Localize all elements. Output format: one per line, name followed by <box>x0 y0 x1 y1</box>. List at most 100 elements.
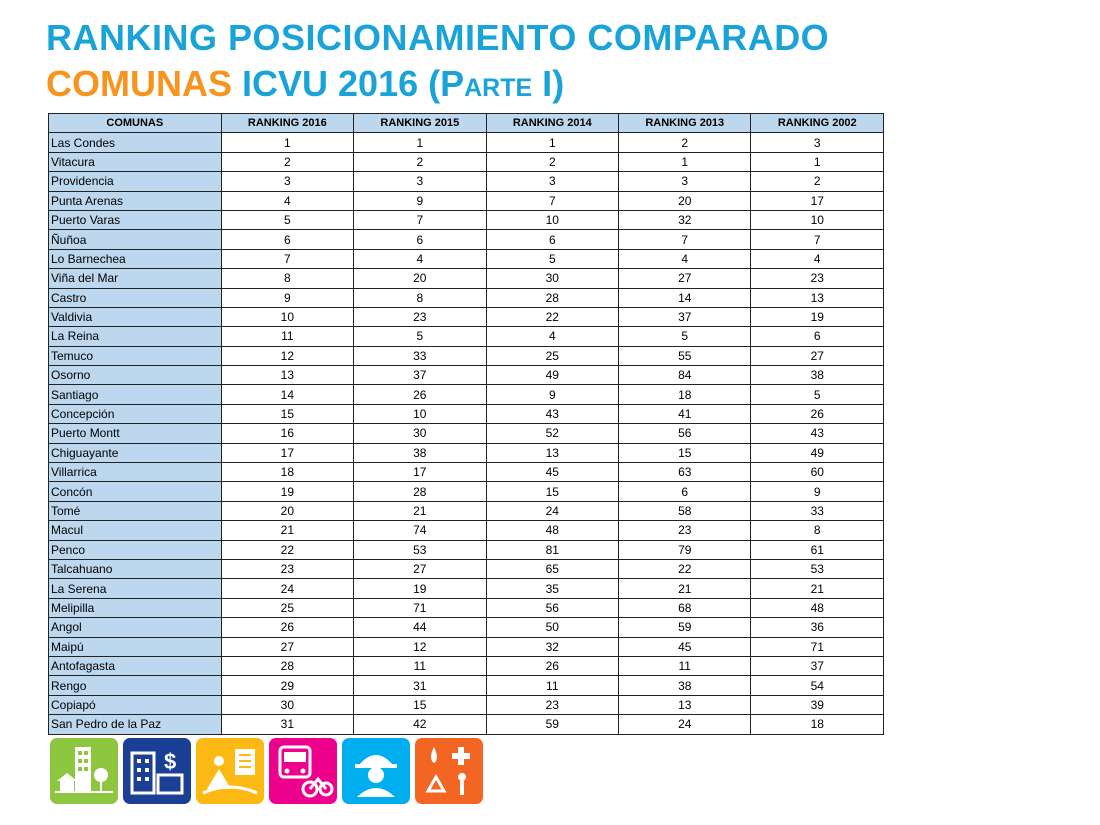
table-row: Punta Arenas 4 9 7 20 17 <box>48 190 884 211</box>
ranking-cell: 41 <box>618 403 752 425</box>
ranking-cell: 2 <box>618 132 752 153</box>
ranking-cell: 9 <box>353 190 487 211</box>
ranking-cell: 60 <box>750 462 884 483</box>
ranking-cell: 2 <box>750 171 884 192</box>
ranking-cell: 6 <box>750 326 884 347</box>
ranking-cell: 1 <box>618 151 752 173</box>
ranking-cell: 2 <box>485 151 620 173</box>
ranking-cell: 17 <box>353 462 487 483</box>
ranking-cell: 19 <box>750 306 884 328</box>
housing-environment-icon <box>50 738 118 804</box>
ranking-cell: 13 <box>485 442 620 464</box>
comuna-name-cell: Melipilla <box>48 597 222 619</box>
ranking-cell: 5 <box>485 248 620 270</box>
ranking-cell: 26 <box>220 617 355 638</box>
ranking-cell: 48 <box>750 597 884 619</box>
ranking-cell: 22 <box>220 539 355 560</box>
ranking-cell: 4 <box>750 248 884 270</box>
title-parte: Parte I <box>440 63 553 104</box>
table-row: La Serena 24 19 35 21 21 <box>48 578 884 599</box>
table-body: Las Condes 1 1 1 2 3 Vitacura 2 2 2 1 1 Providencia 3… <box>48 132 884 735</box>
ranking-cell: 13 <box>220 365 355 386</box>
table-row: Maipú 27 12 32 45 71 <box>48 636 884 657</box>
ranking-cell: 48 <box>485 520 620 541</box>
ranking-cell: 7 <box>485 190 620 211</box>
ranking-cell: 28 <box>485 287 620 308</box>
comuna-name-cell: Tomé <box>48 500 222 522</box>
ranking-cell: 3 <box>220 171 355 192</box>
ranking-cell: 37 <box>618 306 752 328</box>
ranking-cell: 23 <box>750 268 884 289</box>
ranking-cell: 1 <box>750 151 884 173</box>
ranking-cell: 7 <box>353 209 487 231</box>
table-row: Las Condes 1 1 1 2 3 <box>48 132 884 153</box>
table-row: Viña del Mar 8 20 30 27 23 <box>48 268 884 289</box>
ranking-cell: 15 <box>485 481 620 502</box>
comuna-name-cell: Punta Arenas <box>48 190 222 211</box>
ranking-cell: 17 <box>220 442 355 464</box>
ranking-cell: 24 <box>485 500 620 522</box>
table-row: Villarrica 18 17 45 63 60 <box>48 462 884 483</box>
ranking-cell: 10 <box>220 306 355 328</box>
table-row: Santiago 14 26 9 18 5 <box>48 384 884 405</box>
ranking-cell: 50 <box>485 617 620 638</box>
ranking-cell: 22 <box>618 558 752 580</box>
ranking-cell: 4 <box>220 190 355 211</box>
ranking-cell: 45 <box>618 636 752 657</box>
title-close-paren: ) <box>552 63 565 104</box>
ranking-cell: 26 <box>485 655 620 677</box>
ranking-cell: 21 <box>618 578 752 599</box>
ranking-cell: 25 <box>220 597 355 619</box>
ranking-cell: 22 <box>485 306 620 328</box>
ranking-cell: 1 <box>353 132 487 153</box>
ranking-cell: 27 <box>750 345 884 367</box>
ranking-cell: 45 <box>485 462 620 483</box>
ranking-cell: 3 <box>485 171 620 192</box>
ranking-cell: 16 <box>220 423 355 444</box>
ranking-cell: 36 <box>750 617 884 638</box>
table-row: Antofagasta 28 11 26 11 37 <box>48 655 884 677</box>
table-row: Castro 9 8 28 14 13 <box>48 287 884 308</box>
comuna-name-cell: Viña del Mar <box>48 268 222 289</box>
ranking-cell: 49 <box>485 365 620 386</box>
ranking-cell: 30 <box>220 694 355 716</box>
ranking-cell: 5 <box>220 209 355 231</box>
ranking-cell: 44 <box>353 617 487 638</box>
ranking-cell: 18 <box>220 462 355 483</box>
title-comunas: COMUNAS <box>46 63 232 104</box>
table-row: Macul 21 74 48 23 8 <box>48 520 884 541</box>
ranking-cell: 8 <box>220 268 355 289</box>
ranking-cell: 38 <box>618 675 752 696</box>
ranking-cell: 6 <box>220 229 355 250</box>
ranking-cell: 38 <box>353 442 487 464</box>
ranking-cell: 19 <box>220 481 355 502</box>
ranking-cell: 61 <box>750 539 884 560</box>
comuna-name-cell: Las Condes <box>48 132 222 153</box>
table-row: La Reina 11 5 4 5 6 <box>48 326 884 347</box>
ranking-cell: 11 <box>485 675 620 696</box>
ranking-cell: 27 <box>618 268 752 289</box>
ranking-cell: 18 <box>750 714 884 735</box>
ranking-cell: 52 <box>485 423 620 444</box>
ranking-cell: 43 <box>485 403 620 425</box>
comuna-name-cell: Villarrica <box>48 462 222 483</box>
icon-strip: $ <box>50 738 483 804</box>
ranking-cell: 71 <box>750 636 884 657</box>
ranking-cell: 2 <box>353 151 487 173</box>
comuna-name-cell: La Reina <box>48 326 222 347</box>
ranking-cell: 28 <box>220 655 355 677</box>
business-climate-icon: $ <box>123 738 191 804</box>
table-row: Puerto Varas 5 7 10 32 10 <box>48 209 884 231</box>
comuna-name-cell: Providencia <box>48 171 222 192</box>
comuna-name-cell: Macul <box>48 520 222 541</box>
table-row: Concón 19 28 15 6 9 <box>48 481 884 502</box>
ranking-cell: 31 <box>220 714 355 735</box>
ranking-cell: 4 <box>618 248 752 270</box>
ranking-cell: 68 <box>618 597 752 619</box>
ranking-cell: 55 <box>618 345 752 367</box>
comuna-name-cell: Santiago <box>48 384 222 405</box>
ranking-cell: 31 <box>353 675 487 696</box>
ranking-cell: 9 <box>220 287 355 308</box>
ranking-cell: 7 <box>750 229 884 250</box>
ranking-cell: 15 <box>220 403 355 425</box>
